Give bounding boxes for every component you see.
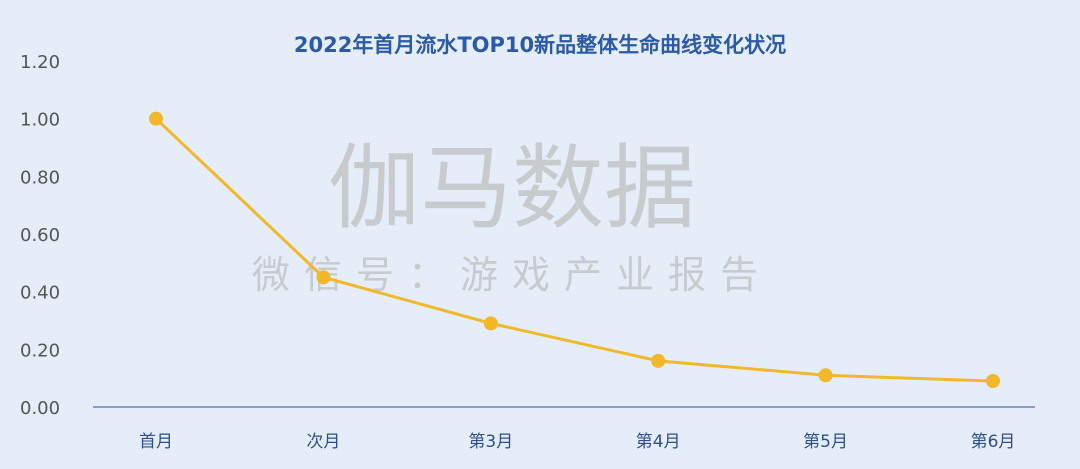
y-tick-label: 0.60 (20, 225, 60, 246)
x-tick-label: 次月 (306, 432, 340, 452)
x-tick-label: 第5月 (803, 432, 848, 452)
data-point (316, 270, 331, 285)
watermark-main: 伽马数据 (328, 135, 696, 242)
y-tick-label: 0.40 (20, 283, 60, 304)
data-point (818, 368, 833, 383)
y-tick-label: 0.80 (20, 167, 60, 188)
x-tick-label: 第4月 (636, 432, 681, 452)
x-tick-label: 第6月 (971, 432, 1016, 452)
x-tick-label: 第3月 (468, 432, 513, 452)
x-tick-label: 首月 (139, 432, 173, 452)
chart-title: 2022年首月流水TOP10新品整体生命曲线变化状况 (294, 33, 786, 57)
data-point (483, 316, 498, 331)
data-point (149, 111, 163, 126)
y-tick-label: 1.00 (20, 110, 60, 131)
y-tick-label: 0.20 (20, 340, 60, 361)
y-tick-label: 0.00 (20, 398, 60, 419)
series-line (154, 117, 994, 383)
y-tick-label: 1.20 (20, 52, 60, 73)
watermark-sub: 微信号：游戏产业报告 (252, 253, 772, 297)
data-point (651, 353, 666, 368)
data-point (986, 374, 1000, 389)
